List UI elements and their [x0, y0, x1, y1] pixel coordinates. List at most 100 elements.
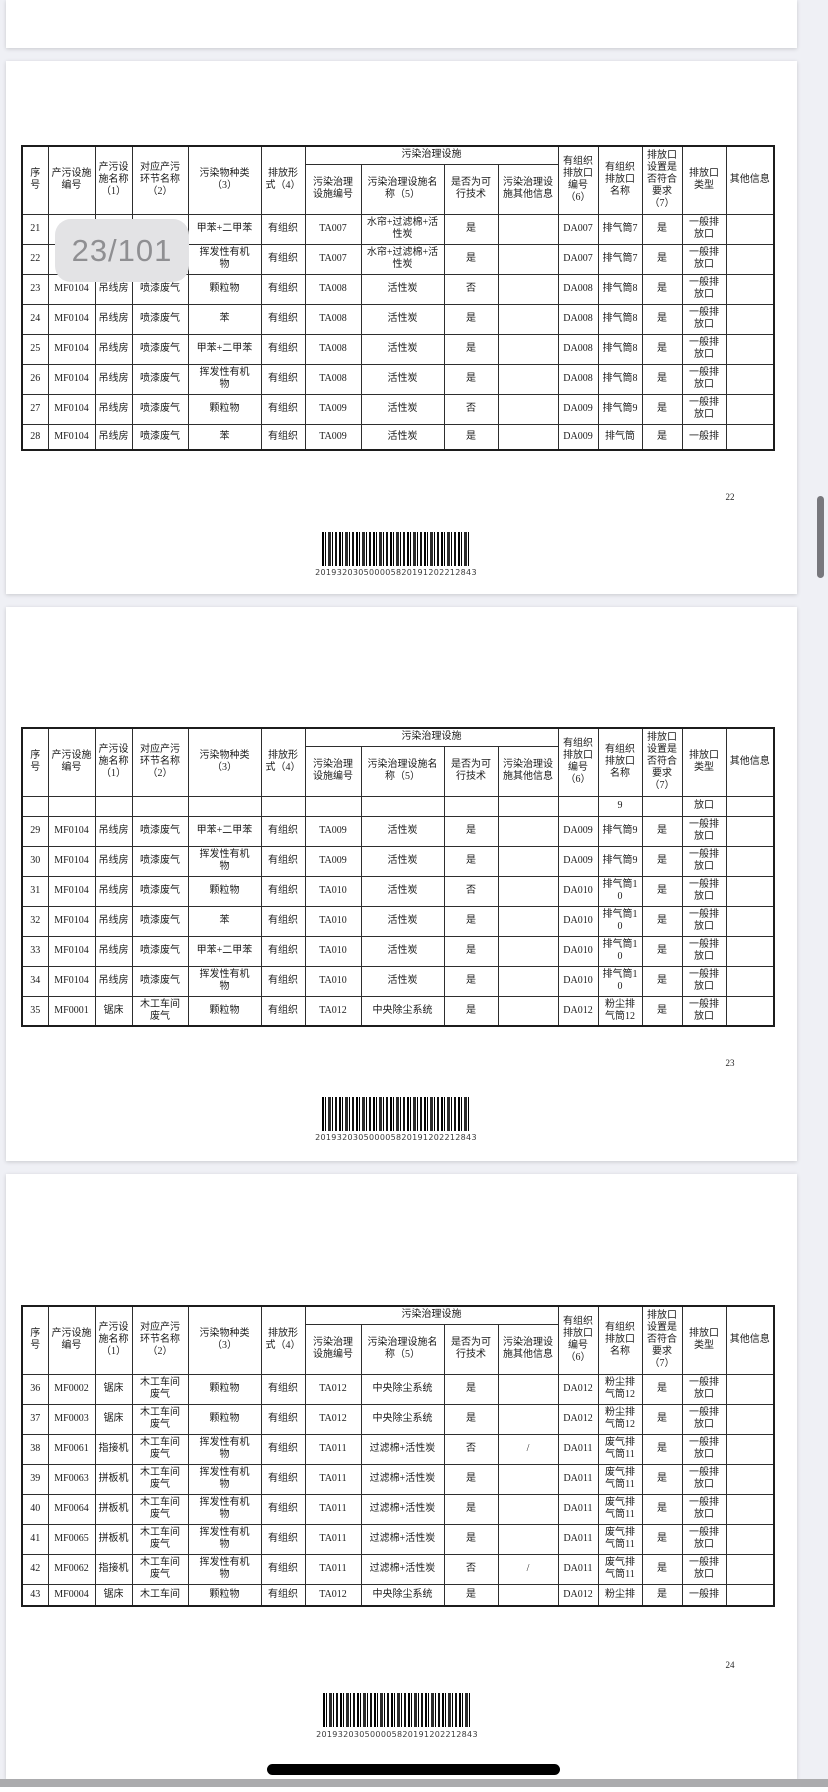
table-cell: DA011	[557, 1463, 599, 1495]
table-cell: 有组织	[260, 1583, 306, 1607]
table-cell: MF0104	[47, 393, 96, 425]
vertical-scrollbar[interactable]	[817, 496, 824, 578]
table-cell: 有组织	[260, 303, 306, 335]
table-cell	[260, 795, 306, 817]
table-cell: 是	[443, 965, 499, 997]
table-cell	[725, 363, 775, 395]
table-cell	[497, 815, 559, 847]
table-cell: 排气筒10	[597, 875, 643, 907]
table-cell: 木工车间废气	[131, 995, 189, 1027]
table-cell: TA010	[304, 965, 362, 997]
barcode-number: 201932030500005820191202212843	[315, 568, 477, 577]
table-cell: 吊线房	[94, 303, 133, 335]
table-cell: DA007	[557, 243, 599, 275]
table-cell: TA012	[304, 995, 362, 1027]
table-cell: 是	[443, 1373, 499, 1405]
table-row: 32 MF0104 吊线房 喷漆废气苯有组织 TA010 活性炭是 DA010 排气筒10 是一…	[21, 905, 775, 937]
table-cell: 活性炭	[360, 905, 445, 937]
table-cell	[497, 243, 559, 275]
table-cell	[725, 1553, 775, 1585]
table-cell: DA007	[557, 213, 599, 245]
table-cell	[497, 1463, 559, 1495]
table-cell: 否	[443, 273, 499, 305]
home-indicator[interactable]	[267, 1764, 560, 1775]
header-cell: 污染治理设施其他信息	[497, 745, 559, 797]
table-cell: 39	[21, 1463, 49, 1495]
table-cell	[187, 795, 262, 817]
table-cell: DA008	[557, 363, 599, 395]
barcode-number: 201932030500005820191202212843	[315, 1133, 477, 1142]
table-cell: MF0104	[47, 845, 96, 877]
table-cell: 粉尘排气筒12	[597, 995, 643, 1027]
table-cell	[94, 795, 133, 817]
header-cell: 是否为可行技术	[443, 163, 499, 215]
table-cell: 排气筒8	[597, 363, 643, 395]
table-cell: MF0003	[47, 1403, 96, 1435]
table-cell: 废气排气筒11	[597, 1553, 643, 1585]
table-cell: 喷漆废气	[131, 363, 189, 395]
table-cell: 一般排放口	[681, 363, 727, 395]
table-cell	[641, 795, 683, 817]
table-cell: 28	[21, 423, 49, 451]
pdf-page-partial	[6, 0, 797, 48]
pdf-page-22: 序号 产污设施编号 产污设施名称（1） 对应产污环节名称（2） 污染物种类（3） 排放形式…	[6, 61, 797, 594]
table-cell: 一般排放口	[681, 1553, 727, 1585]
table-cell: 是	[443, 1463, 499, 1495]
table-cell: 活性炭	[360, 845, 445, 877]
header-cell: 对应产污环节名称（2）	[131, 727, 189, 797]
table-cell	[725, 243, 775, 275]
table-row: 24 MF0104 吊线房 喷漆废气苯有组织 TA008 活性炭是 DA008 排气筒8 是一般…	[21, 303, 775, 335]
table-cell	[725, 875, 775, 907]
table-cell: MF0104	[47, 363, 96, 395]
table-cell: MF0104	[47, 303, 96, 335]
table-cell: 挥发性有机物	[187, 1493, 262, 1525]
table-cell	[725, 1373, 775, 1405]
table-cell: 43	[21, 1583, 49, 1607]
table-cell: 是	[641, 845, 683, 877]
table-cell: 是	[641, 1583, 683, 1607]
table-cell: TA008	[304, 333, 362, 365]
header-cell: 排放形式（4）	[260, 1305, 306, 1375]
table-cell: 有组织	[260, 905, 306, 937]
table-cell: MF0062	[47, 1553, 96, 1585]
table-cell	[497, 1403, 559, 1435]
horizontal-scrollbar[interactable]	[0, 1779, 828, 1787]
table-cell: 一般排放口	[681, 965, 727, 997]
table-cell: 有组织	[260, 1373, 306, 1405]
table-cell: 吊线房	[94, 423, 133, 451]
table-cell	[497, 845, 559, 877]
table-cell	[725, 815, 775, 847]
table-cell: MF0104	[47, 905, 96, 937]
table-cell: 吊线房	[94, 363, 133, 395]
table-cell: 是	[641, 213, 683, 245]
table-cell: MF0063	[47, 1463, 96, 1495]
table-cell: 有组织	[260, 935, 306, 967]
table-cell: TA010	[304, 905, 362, 937]
table-cell: 有组织	[260, 1433, 306, 1465]
table-cell: DA012	[557, 995, 599, 1027]
table-cell: 一般排放口	[681, 1523, 727, 1555]
table-cell: 挥发性有机物	[187, 363, 262, 395]
header-cell: 序号	[21, 145, 49, 215]
table-cell: 一般排放口	[681, 243, 727, 275]
table-cell	[497, 995, 559, 1027]
table-cell: 甲苯+二甲苯	[187, 815, 262, 847]
table-cell: MF0001	[47, 995, 96, 1027]
table-cell: 一般排放口	[681, 815, 727, 847]
table-cell: DA009	[557, 423, 599, 451]
barcode-number: 201932030500005820191202212843	[316, 1730, 478, 1739]
table-cell: DA011	[557, 1433, 599, 1465]
table-cell	[725, 995, 775, 1027]
table-cell: 有组织	[260, 393, 306, 425]
table-cell: 21	[21, 213, 49, 245]
table-cell: 粉尘排气筒12	[597, 1373, 643, 1405]
table-cell	[725, 935, 775, 967]
table-row: 33 MF0104 吊线房 喷漆废气 甲苯+二甲苯 有组织 TA010 活性炭是 DA010 排气…	[21, 935, 775, 967]
table-cell: 过滤棉+活性炭	[360, 1493, 445, 1525]
table-cell: 有组织	[260, 1523, 306, 1555]
table-cell: 拼板机	[94, 1523, 133, 1555]
table-cell: TA008	[304, 363, 362, 395]
table-cell: 38	[21, 1433, 49, 1465]
table-cell: DA009	[557, 393, 599, 425]
table-cell: 是	[641, 1553, 683, 1585]
